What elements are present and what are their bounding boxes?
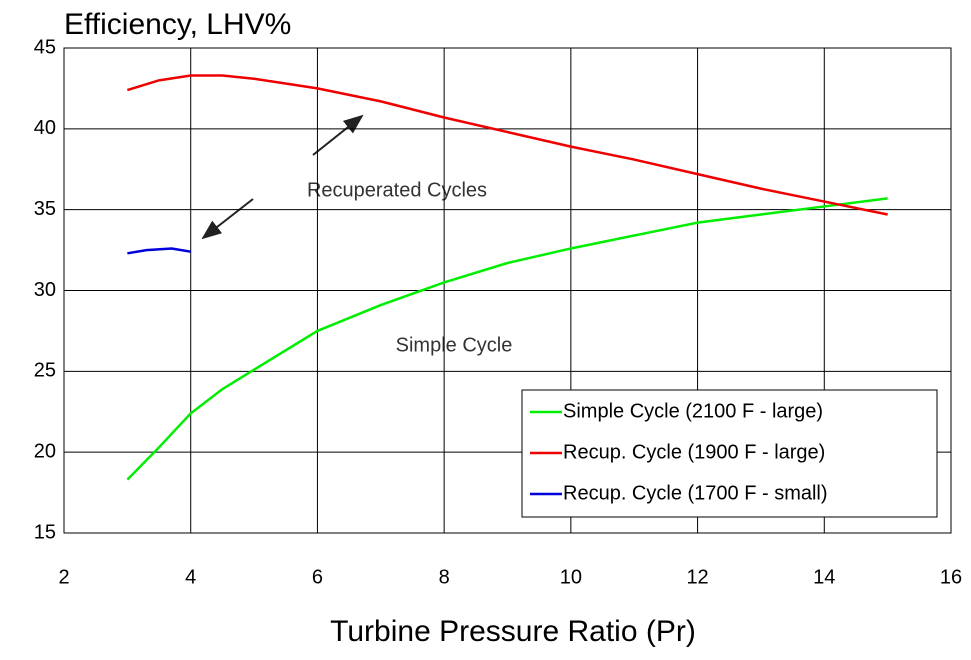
y-tick-label: 15 <box>34 521 56 543</box>
annotation: Simple Cycle <box>396 334 513 356</box>
x-axis-label: Turbine Pressure Ratio (Pr) <box>330 615 696 648</box>
annotation: Recuperated Cycles <box>307 179 487 201</box>
arrow <box>312 114 364 156</box>
x-tick-label: 6 <box>312 566 323 588</box>
line <box>127 247 191 255</box>
legend-label: Simple Cycle (2100 F - large) <box>563 400 823 422</box>
arrow <box>201 198 254 240</box>
y-tick-label: 40 <box>34 117 56 139</box>
legend-label: Recup. Cycle (1900 F - large) <box>563 441 825 463</box>
y-tick-label: 35 <box>34 198 56 220</box>
plot-border <box>63 47 952 534</box>
chart-title: Efficiency, LHV% <box>64 8 291 41</box>
x-tick-label: 4 <box>185 566 196 588</box>
y-tick-label: 30 <box>34 279 56 301</box>
legend-label: Recup. Cycle (1700 F - small) <box>563 482 828 504</box>
line <box>126 74 888 216</box>
y-tick-label: 45 <box>34 36 56 58</box>
legend-box <box>521 389 938 518</box>
x-tick-label: 2 <box>58 566 69 588</box>
x-tick-label: 8 <box>439 566 450 588</box>
y-tick-label: 25 <box>34 360 56 382</box>
x-tick-label: 12 <box>686 566 708 588</box>
x-tick-label: 10 <box>560 566 582 588</box>
line <box>126 197 888 481</box>
x-tick-label: 16 <box>940 566 962 588</box>
y-tick-label: 20 <box>34 440 56 462</box>
x-tick-label: 14 <box>813 566 835 588</box>
